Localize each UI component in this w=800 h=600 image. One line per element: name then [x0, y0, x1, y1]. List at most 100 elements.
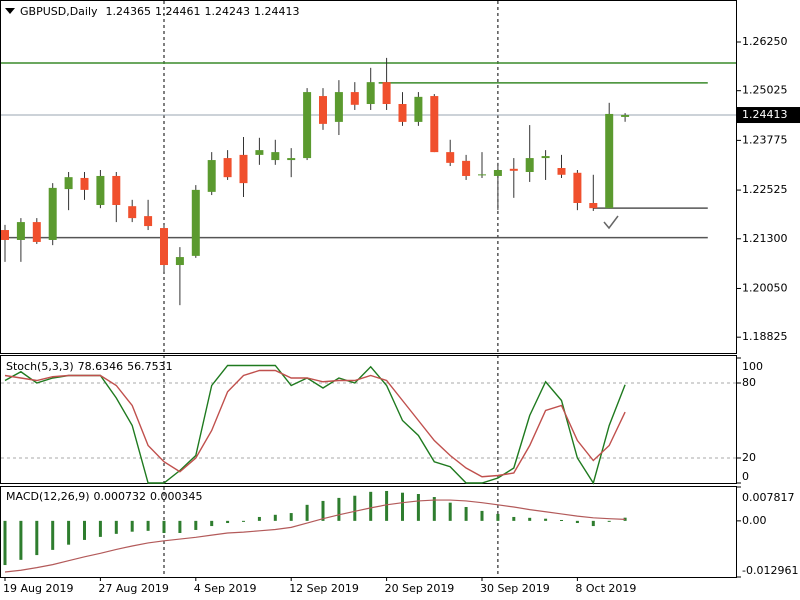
macd-bar — [496, 513, 500, 521]
candle-body — [366, 82, 375, 105]
macd-bar — [464, 506, 468, 521]
macd-bar — [480, 510, 484, 521]
macd-bar — [353, 495, 357, 521]
candle-body — [350, 92, 359, 105]
y-tick-label: 1.22525 — [742, 183, 788, 196]
open-value: 1.24365 — [106, 5, 152, 18]
x-tick-label: 12 Sep 2019 — [289, 582, 359, 595]
macd-bar — [257, 516, 261, 521]
candle-body — [112, 175, 121, 205]
y-tick-label: -0.012961 — [742, 564, 798, 577]
candle-body — [175, 257, 184, 266]
candle-body — [446, 152, 455, 163]
candle-body — [414, 96, 423, 122]
y-tick-label: 100 — [742, 360, 763, 373]
macd-bar — [162, 520, 166, 533]
macd-bar — [51, 520, 55, 550]
stoch-pane — [0, 355, 737, 484]
price-tag-label: 1.24413 — [742, 108, 788, 121]
y-tick-label: 1.23775 — [742, 133, 788, 146]
candle-body — [303, 92, 312, 159]
candle-body — [207, 160, 216, 192]
close-value: 1.24413 — [254, 5, 300, 18]
macd-bar — [210, 520, 214, 527]
macd-bar — [273, 514, 277, 521]
y-tick-label: 1.25025 — [742, 84, 788, 97]
candle-body — [493, 170, 502, 176]
macd-bar — [3, 520, 7, 566]
x-tick-label: 8 Oct 2019 — [575, 582, 636, 595]
candle-body — [573, 172, 582, 204]
indicator-name: Stoch(5,3,3) — [6, 360, 74, 373]
macd-header: MACD(12,26,9) 0.000732 0.000345 — [6, 490, 203, 503]
candle-body — [462, 160, 471, 176]
y-tick-label: 1.18825 — [742, 330, 788, 343]
candle-body — [334, 92, 343, 122]
macd-bar — [512, 516, 516, 521]
x-tick-label: 4 Sep 2019 — [194, 582, 257, 595]
macd-value: 0.000732 — [94, 490, 147, 503]
macd-bar — [321, 500, 325, 521]
check-icon — [603, 215, 619, 230]
macd-bar — [289, 513, 293, 521]
candle-body — [48, 187, 57, 240]
candle-body — [557, 168, 566, 175]
macd-bar — [607, 520, 611, 522]
d-value: 56.7531 — [127, 360, 173, 373]
candle-body — [128, 206, 137, 219]
indicator-name: MACD(12,26,9) — [6, 490, 90, 503]
y-tick-label: 0.007817 — [742, 491, 795, 504]
candle-body — [160, 228, 168, 266]
k-value: 78.6346 — [78, 360, 124, 373]
macd-bar — [369, 491, 373, 521]
signal-value: 0.000345 — [150, 490, 203, 503]
y-tick-label: 20 — [742, 451, 756, 464]
macd-bar — [35, 520, 39, 556]
candle-body — [621, 115, 630, 117]
candle-body — [271, 152, 280, 161]
macd-bar — [83, 520, 86, 540]
macd-bar — [528, 517, 532, 521]
macd-bar — [416, 494, 420, 521]
candle-body — [1, 230, 9, 240]
menu-arrow[interactable] — [5, 8, 15, 14]
macd-bar — [114, 520, 118, 534]
candle-body — [32, 222, 41, 242]
macd-bar — [67, 520, 71, 545]
macd-bar — [130, 520, 134, 532]
candle-body — [541, 156, 550, 159]
macd-bar — [226, 520, 230, 524]
macd-bar — [337, 497, 341, 521]
y-tick-label: 1.26250 — [742, 35, 788, 48]
macd-bar — [242, 520, 245, 522]
x-tick-label: 20 Sep 2019 — [385, 582, 455, 595]
macd-pane — [0, 486, 737, 578]
candle-body — [16, 222, 25, 240]
macd-bar — [305, 504, 309, 521]
macd-bar — [560, 519, 563, 521]
macd-bar — [19, 520, 23, 560]
macd-bar — [194, 520, 198, 530]
candle-body — [605, 113, 614, 209]
macd-bar — [401, 492, 404, 521]
candle-body — [96, 175, 105, 205]
macd-bar — [575, 520, 579, 524]
y-tick-label: 1.21300 — [742, 232, 788, 245]
candle-body — [223, 158, 232, 178]
candle-body — [80, 177, 89, 190]
main-pane — [0, 0, 737, 354]
macd-bar — [591, 520, 595, 527]
macd-bar — [432, 497, 436, 521]
candle-body — [589, 203, 598, 209]
macd-bar — [544, 518, 548, 521]
candle-body — [287, 158, 296, 161]
candle-body — [525, 158, 534, 172]
candle-body — [509, 168, 518, 171]
candle-body — [191, 189, 200, 256]
y-tick-label: 0 — [742, 470, 749, 483]
stoch-header: Stoch(5,3,3) 78.6346 56.7531 — [6, 360, 173, 373]
candle-body — [398, 104, 407, 122]
candle-body — [319, 96, 327, 124]
y-tick-label: 0.00 — [742, 514, 767, 527]
